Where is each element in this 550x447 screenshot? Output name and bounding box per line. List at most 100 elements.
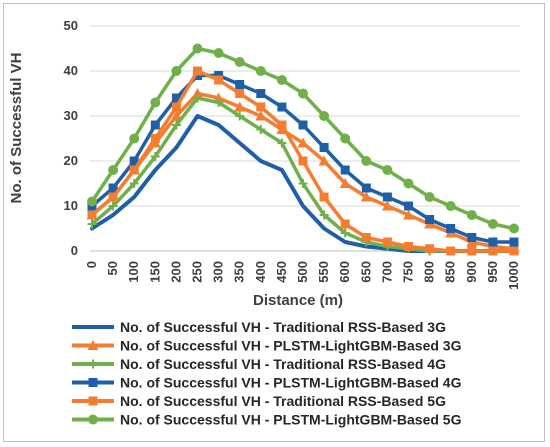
x-tick-label: 200 <box>168 261 183 283</box>
square-marker <box>150 120 160 130</box>
square-marker <box>129 165 139 175</box>
plus-marker <box>129 179 139 188</box>
x-tick-label: 1000 <box>506 261 521 290</box>
square-marker <box>214 75 224 85</box>
chart-frame: 0 10 20 30 40 50 0 50 100 150 200 250 300 350 400 450 5… <box>3 3 545 442</box>
triangle-marker <box>360 191 372 202</box>
square-marker <box>87 210 97 220</box>
square-marker <box>235 89 245 98</box>
square-marker <box>488 246 498 256</box>
circle-marker <box>213 48 224 58</box>
square-marker <box>88 378 98 387</box>
triangle-marker <box>339 178 351 188</box>
x-tick-label: 400 <box>253 261 268 283</box>
square-marker <box>319 143 329 152</box>
circle-marker <box>87 196 97 207</box>
x-tick-label: 50 <box>105 261 120 275</box>
legend-item: No. of Successful VH - Traditional RSS-B… <box>72 319 446 335</box>
legend-label: No. of Successful VH - PLSTM-LightGBM-Ba… <box>120 338 462 354</box>
plus-marker <box>277 138 287 148</box>
square-marker <box>425 244 435 254</box>
plus-marker <box>88 359 98 369</box>
x-axis-title: Distance (m) <box>253 292 343 309</box>
triangle-marker <box>297 137 309 148</box>
triangle-marker <box>213 92 225 103</box>
triangle-marker <box>87 340 99 350</box>
y-axis-ticks: 0 10 20 30 40 50 <box>64 18 78 258</box>
triangle-marker <box>318 155 330 166</box>
triangle-marker <box>255 110 267 121</box>
legend-label: No. of Successful VH - PLSTM-LightGBM-Ba… <box>120 412 462 428</box>
y-tick-label: 0 <box>71 243 78 258</box>
circle-marker <box>319 111 330 121</box>
triangle-marker <box>403 209 414 220</box>
legend-item: No. of Successful VH - PLSTM-LightGBM-Ba… <box>72 338 462 354</box>
x-tick-label: 800 <box>422 261 437 283</box>
square-marker <box>382 237 392 247</box>
plus-marker <box>87 219 97 229</box>
square-marker <box>404 201 413 211</box>
y-tick-label: 50 <box>64 18 78 33</box>
plus-marker <box>235 111 245 121</box>
legend-label: No. of Successful VH - Traditional RSS-B… <box>120 319 446 335</box>
x-tick-label: 500 <box>295 261 310 283</box>
square-marker <box>488 237 498 247</box>
x-tick-label: 750 <box>401 261 416 283</box>
square-marker <box>509 237 519 247</box>
y-axis-title: No. of Successful VH <box>8 53 25 204</box>
circle-marker <box>403 178 414 189</box>
square-marker <box>509 246 519 256</box>
x-tick-label: 0 <box>84 261 99 268</box>
legend-item: No. of Successful VH - PLSTM-LightGBM-Ba… <box>72 412 462 428</box>
x-tick-label: 600 <box>337 261 352 283</box>
x-tick-label: 700 <box>379 261 394 283</box>
circle-marker <box>255 66 266 76</box>
circle-marker <box>234 57 245 67</box>
x-tick-label: 650 <box>358 261 373 283</box>
triangle-marker <box>170 110 182 121</box>
circle-marker <box>88 414 98 425</box>
plus-marker <box>214 98 224 107</box>
x-tick-label: 450 <box>274 261 289 283</box>
square-marker <box>319 192 329 202</box>
circle-marker <box>445 201 456 211</box>
x-tick-label: 250 <box>190 261 205 283</box>
square-marker <box>298 156 308 166</box>
legend-label: No. of Successful VH - Traditional RSS-B… <box>120 356 446 372</box>
line-chart: 0 10 20 30 40 50 0 50 100 150 200 250 300 350 400 450 5… <box>8 18 521 428</box>
x-tick-label: 100 <box>126 261 141 283</box>
plus-marker <box>298 179 308 188</box>
square-marker <box>171 93 181 103</box>
square-marker <box>88 396 98 406</box>
y-tick-label: 30 <box>64 108 78 123</box>
plus-marker <box>340 228 350 238</box>
square-marker <box>108 192 118 202</box>
circle-marker <box>466 210 477 220</box>
plus-marker <box>319 210 329 220</box>
circle-marker <box>487 219 498 229</box>
plus-marker <box>193 93 202 103</box>
plus-marker <box>256 125 266 134</box>
circle-marker <box>171 66 182 76</box>
y-tick-label: 40 <box>64 63 78 78</box>
x-tick-label: 300 <box>211 261 226 283</box>
square-marker <box>361 233 371 242</box>
square-marker <box>256 102 266 112</box>
legend-label: No. of Successful VH - Traditional RSS-B… <box>120 393 446 409</box>
y-tick-label: 20 <box>64 153 78 168</box>
square-marker <box>446 246 456 256</box>
legend-label: No. of Successful VH - PLSTM-LightGBM-Ba… <box>120 375 462 391</box>
circle-marker <box>150 97 161 108</box>
series-6 <box>87 43 519 234</box>
circle-marker <box>108 165 119 175</box>
circle-marker <box>129 133 140 144</box>
triangle-marker <box>234 101 246 112</box>
square-marker <box>129 156 139 166</box>
square-marker <box>361 183 371 193</box>
circle-marker <box>382 165 393 175</box>
circle-marker <box>424 192 435 202</box>
series-5 <box>87 66 519 256</box>
square-marker <box>150 134 160 143</box>
legend: No. of Successful VH - Traditional RSS-B… <box>72 319 462 428</box>
square-marker <box>446 224 456 233</box>
